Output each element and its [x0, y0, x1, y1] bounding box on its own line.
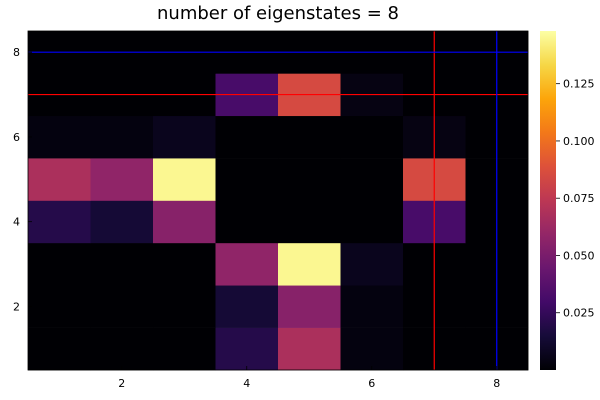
y-tick-label: 8 [13, 46, 20, 59]
colorbar-tick-label: 0.025 [563, 307, 595, 320]
heatmap-cell [90, 327, 154, 371]
heatmap-cell [278, 200, 341, 244]
colorbar-tick-label: 0.125 [563, 78, 595, 91]
heatmap-cell [278, 115, 341, 159]
heatmap-cell [340, 242, 404, 286]
heatmap-cell [215, 158, 279, 201]
heatmap-cell [28, 242, 91, 286]
reference-lines [28, 31, 528, 370]
colorbar-axis: 0.025 0.050 0.075 0.100 0.125 [556, 78, 595, 320]
heatmap-cell [28, 285, 91, 328]
x-tick-label: 2 [118, 377, 125, 390]
heatmap-cell [28, 115, 91, 159]
y-axis: 2 4 6 8 [13, 46, 32, 313]
y-tick-label: 2 [13, 300, 20, 313]
heatmap-cell [340, 200, 404, 244]
x-axis: 2 4 6 8 [118, 366, 500, 390]
heatmap-cell [90, 242, 154, 286]
heatmap-cell [90, 115, 154, 159]
heatmap-cell [28, 327, 91, 371]
x-tick-label: 6 [368, 377, 375, 390]
colorbar-tick-label: 0.050 [563, 249, 595, 262]
heatmap-cell [278, 158, 341, 201]
colorbar-tick-label: 0.100 [563, 135, 595, 148]
heatmap-cell [90, 285, 154, 328]
heatmap-cell [153, 285, 216, 328]
heatmap-cell [28, 158, 91, 201]
plot-area [28, 31, 529, 371]
chart-title: number of eigenstates = 8 [157, 3, 399, 24]
heatmap-cell [90, 158, 154, 201]
plot-frame [27, 30, 529, 371]
heatmap-cell [278, 327, 341, 371]
heatmap-cell [278, 242, 341, 286]
heatmap-cell [153, 158, 216, 201]
colorbar-tick-label: 0.075 [563, 192, 595, 205]
colorbar [540, 31, 556, 370]
heatmap-cell [340, 115, 404, 159]
heatmap-cell [215, 242, 279, 286]
heatmap-cell [215, 327, 279, 371]
heatmap-cell [215, 115, 279, 159]
heatmap-cell [153, 200, 216, 244]
x-tick-label: 8 [493, 377, 500, 390]
heatmap-cell [90, 200, 154, 244]
heatmap-cell [340, 158, 404, 201]
heatmap-cell [278, 285, 341, 328]
heatmap-cell [215, 285, 279, 328]
heatmap-cell [153, 115, 216, 159]
heatmap-cell [153, 242, 216, 286]
y-tick-label: 6 [13, 131, 20, 144]
heatmap-cell [340, 327, 404, 371]
heatmap-cell [215, 200, 279, 244]
x-tick-label: 4 [243, 377, 250, 390]
y-tick-label: 4 [13, 216, 20, 229]
heatmap-cell [153, 327, 216, 371]
heatmap-cell [28, 200, 91, 244]
heatmap-cell [340, 285, 404, 328]
